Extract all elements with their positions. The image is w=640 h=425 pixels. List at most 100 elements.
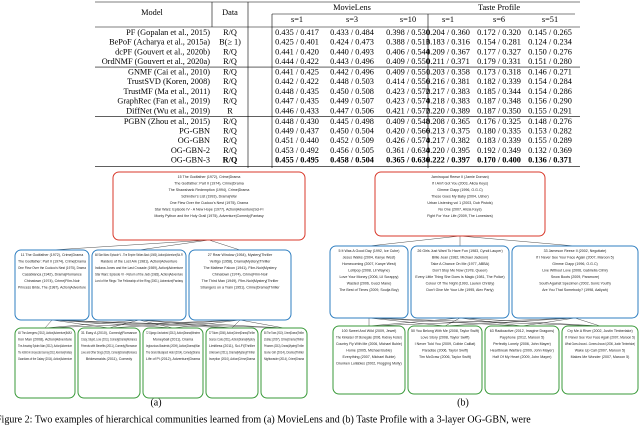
table-cell: 0.183 / 0.316 — [426, 38, 470, 47]
table-cell: 0.398 / 0.530 — [386, 28, 430, 37]
community-node: 31 Easy A (2010), Comedy|Romance Crazy, S… — [77, 327, 141, 399]
node-line: Billie Jean (1982, Michael Jackson) — [432, 255, 488, 259]
node-line: Perfectly Lonely (2006, John Mayer) — [493, 342, 551, 346]
community-node: 26 Girls Just Want To Have Fun (1983, Cy… — [410, 245, 510, 319]
node-line: The Amazing Spider-Man (2012), Action|Ad… — [18, 344, 72, 348]
node-line: Friends with Benefits (2011), Comedy|Rom… — [81, 344, 137, 348]
node-line: Jamiroquai Reese II (Jamie Dornan) — [431, 175, 489, 179]
node-line: Zodiac (2007), Crime|Drama|Thriller — [264, 337, 305, 341]
table-cell: 0.406 / 0.544 — [386, 47, 431, 56]
node-line: Jesus Walks (2004, Kanye West) — [343, 255, 396, 259]
table-cell: 0.448 / 0.503 — [330, 77, 374, 86]
tree-edge — [44, 319, 140, 329]
table-cell: 0.150 / 0.276 — [528, 47, 572, 56]
node-line: Fight For Your Life (2009, The Lonestars… — [427, 214, 493, 218]
column-header: s=1 — [442, 15, 454, 24]
table-cell: R/Q — [223, 87, 237, 96]
node-line: 100 Sweet And Wild (2009, Jewel) — [342, 329, 397, 333]
node-line: Gone Girl (2014), Drama|Thriller — [264, 350, 305, 354]
node-line: Nightcrawler (2014), Crime|Drama — [264, 357, 304, 361]
row-model: dcPF (Gouvert et al., 2020b) — [115, 47, 210, 56]
community-node: Jamiroquai Reese II (Jamie Dornan) If I A… — [374, 171, 546, 237]
node-line: Inception (2010), Action|Crime|Drama — [209, 357, 255, 361]
table-cell: 0.451 / 0.440 — [275, 136, 319, 145]
node-line: Heartbreak Warfare (2009, John Mayer) — [490, 348, 554, 352]
table-cell: 0.185 / 0.344 — [477, 87, 522, 96]
table-cell: 0.450 / 0.508 — [330, 87, 374, 96]
table-cell: 0.217 / 0.383 — [426, 87, 470, 96]
header-group: Taste Profile — [478, 3, 520, 12]
node-line: Tim McGraw (2006, Taylor Swift) — [419, 355, 471, 359]
node-line: The Godfather: Part II (1974), Crime|Dra… — [18, 259, 86, 263]
node-line: What Goes Around...Comes Around (2006, J… — [565, 342, 635, 346]
table-cell: 0.220 / 0.389 — [426, 106, 470, 115]
table-cell: B(≥ 1) — [219, 38, 241, 47]
node-line: The Grand Budapest Hotel (2014), Comedy|… — [146, 350, 200, 354]
tree-edge — [108, 319, 241, 329]
node-line: 58 The Town (2010), Crime|Drama|Thriller — [264, 331, 304, 335]
node-box — [77, 327, 141, 399]
column-header: s=6 — [493, 15, 505, 24]
table-cell: 0.388 / 0.513 — [386, 38, 430, 47]
row-model: OG-GBN-2 — [171, 146, 210, 155]
table-cell: 0.441 / 0.425 — [275, 68, 319, 77]
table-cell: 0.192 / 0.349 — [477, 146, 521, 155]
table-cell: 0.173 / 0.318 — [477, 68, 521, 77]
node-line: Crazy, Stupid, Love (2011), Comedy|Drama… — [81, 337, 137, 341]
table-cell: 0.211 / 0.371 — [426, 57, 469, 66]
community-node: 58 The Town (2010), Crime|Drama|Thriller… — [260, 327, 308, 399]
column-header: s=3 — [346, 15, 358, 24]
tree-edge — [138, 239, 210, 251]
column-header: s=1 — [291, 15, 303, 24]
node-box — [142, 327, 204, 399]
node-line: The Maltese Falcon (1941), Film-Noir|Mys… — [203, 266, 276, 270]
table-cell: 0.425 / 0.401 — [275, 38, 319, 47]
row-model: DiffNet (Wu et al., 2019) — [126, 106, 210, 115]
node-line: 63 Radioactive (2012, Imagine Dragons) — [490, 329, 555, 333]
tree-edge — [239, 319, 285, 329]
tree-edge — [51, 239, 210, 251]
community-node: 33 Jameson Reese II (2002, Negotiate) If … — [511, 245, 639, 319]
node-line: Life of Pi (2012), Adventure|Drama — [146, 357, 200, 361]
node-box — [332, 325, 406, 395]
node-box — [511, 245, 639, 319]
table-cell: 0.423 / 0.572 — [386, 87, 430, 96]
table-cell: R/Q — [223, 57, 237, 66]
table-cell: R/Q — [223, 136, 237, 145]
node-line: Raiders of the Lost Ark (1981), Action|A… — [101, 259, 178, 263]
tree-edge — [231, 319, 241, 329]
table-cell: 0.132 / 0.369 — [528, 146, 572, 155]
row-model: PF (Gopalan et al., 2015) — [126, 28, 210, 37]
node-line: Everything (2007, Michael Buble) — [343, 355, 396, 359]
node-line: The Third Man (1949), Film-Noir|Mystery|… — [202, 279, 279, 283]
node-line: 5 It Was A Good Day (1992, Ice Cube) — [339, 249, 400, 253]
table-cell: 0.440 / 0.493 — [330, 47, 374, 56]
table-cell: 0.435 / 0.417 — [275, 28, 319, 37]
table-cell: 0.180 / 0.335 — [477, 127, 521, 136]
node-line: Limitless (2011), Sci-Fi|Thriller — [209, 344, 256, 348]
node-box — [407, 325, 483, 395]
table-cell: 0.216 / 0.381 — [426, 77, 470, 86]
table-cell: 0.156 / 0.290 — [528, 97, 572, 106]
node-line: The Godfather: Part II (1974), Crime|Dra… — [174, 181, 243, 185]
table-cell: 0.208 / 0.365 — [426, 117, 470, 126]
table-cell: 0.409 / 0.550 — [386, 57, 430, 66]
table-cell: 0.450 / 0.504 — [330, 127, 375, 136]
table-cell: 0.222 / 0.397 — [426, 156, 470, 165]
tree-edge — [44, 319, 53, 329]
node-line: Indiana Jones and the Last Crusade (1989… — [95, 266, 183, 270]
node-line: Unknown (2011), Drama|Mystery|Thriller — [209, 350, 256, 354]
community-node: 37 Taken (2008), Action|Crime|Drama|Thri… — [205, 327, 259, 399]
tree-edge — [444, 317, 576, 327]
table-cell: 0.220 / 0.395 — [426, 146, 470, 155]
tree-edge — [172, 319, 241, 329]
table-cell: 0.453 / 0.492 — [275, 146, 319, 155]
table-cell: R/Q — [223, 117, 237, 126]
tree-edge — [108, 319, 140, 329]
node-line: Star Wars: Episode IV - A New Hope (1977… — [155, 207, 264, 211]
node-line: South Against Specimen (2002, Sonic Yout… — [539, 281, 611, 285]
row-model: GraphRec (Fan et al., 2019) — [117, 97, 210, 106]
table-cell: 0.452 / 0.509 — [330, 136, 374, 145]
node-line: Chinatown (1974), Crime|Film-Noir — [24, 279, 80, 283]
table-cell: 0.154 / 0.284 — [528, 77, 573, 86]
